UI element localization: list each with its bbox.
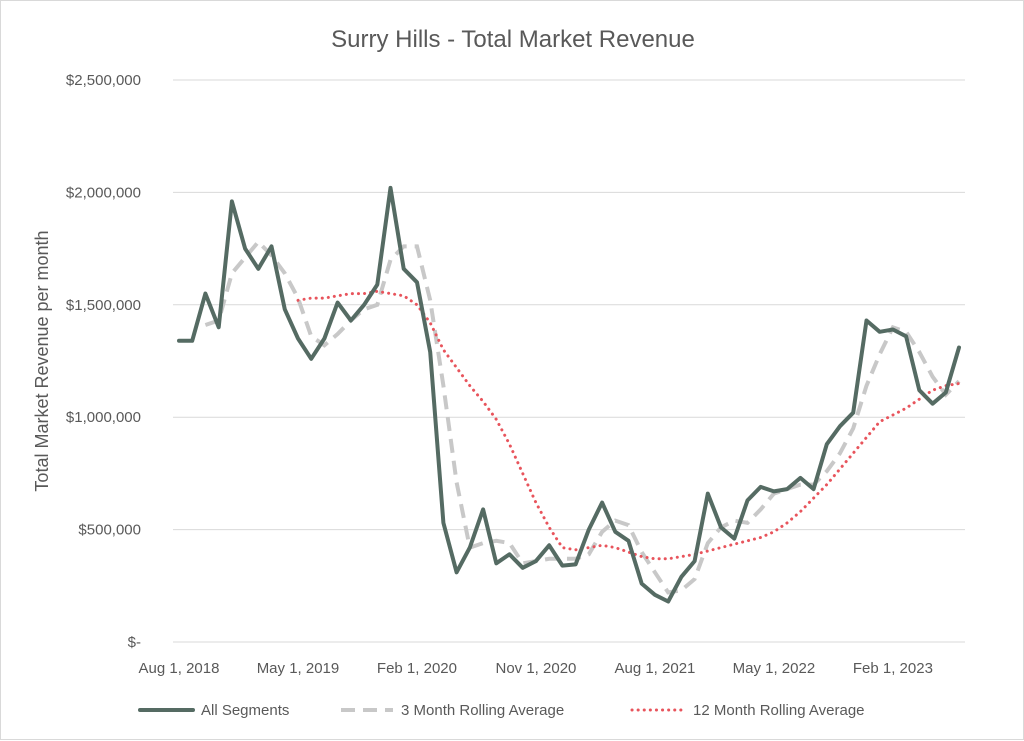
legend-label: All Segments: [201, 702, 289, 719]
series-line-12-month-rolling-average: [296, 289, 961, 561]
y-tick-label: $500,000: [78, 522, 141, 539]
y-tick-label: $-: [128, 634, 141, 651]
y-tick-label: $2,500,000: [66, 72, 141, 89]
x-tick-label: Nov 1, 2020: [496, 660, 577, 677]
x-tick-label: Aug 1, 2018: [139, 660, 220, 677]
x-tick-label: Aug 1, 2021: [614, 660, 695, 677]
series-line-3-month-rolling-average: [204, 238, 961, 595]
legend-item-12-month-rolling-average: 12 Month Rolling Average: [630, 702, 865, 719]
x-tick-label: Feb 1, 2020: [377, 660, 457, 677]
legend-label: 3 Month Rolling Average: [401, 702, 564, 719]
y-tick-label: $1,000,000: [66, 409, 141, 426]
y-tick-label: $1,500,000: [66, 297, 141, 314]
chart-title: Surry Hills - Total Market Revenue: [331, 26, 695, 53]
series-lines: [177, 185, 961, 604]
x-axis-tick-labels: Aug 1, 2018 May 1, 2019 Feb 1, 2020 Nov 1, …: [139, 660, 933, 677]
legend: All Segments 3 Month Rolling Average 12 Mo…: [138, 702, 865, 719]
y-axis-label: Total Market Revenue per month: [32, 230, 52, 491]
legend-label: 12 Month Rolling Average: [693, 702, 865, 719]
y-axis-tick-labels: $- $500,000 $1,000,000 $1,500,000 $2,000,000…: [66, 72, 141, 651]
series-line-all-segments: [177, 185, 961, 604]
x-tick-label: Feb 1, 2023: [853, 660, 933, 677]
x-tick-label: May 1, 2022: [733, 660, 816, 677]
legend-item-3-month-rolling-average: 3 Month Rolling Average: [341, 702, 564, 719]
legend-item-all-segments: All Segments: [138, 702, 289, 719]
y-tick-label: $2,000,000: [66, 184, 141, 201]
x-tick-label: May 1, 2019: [257, 660, 340, 677]
gridlines: [173, 79, 965, 643]
